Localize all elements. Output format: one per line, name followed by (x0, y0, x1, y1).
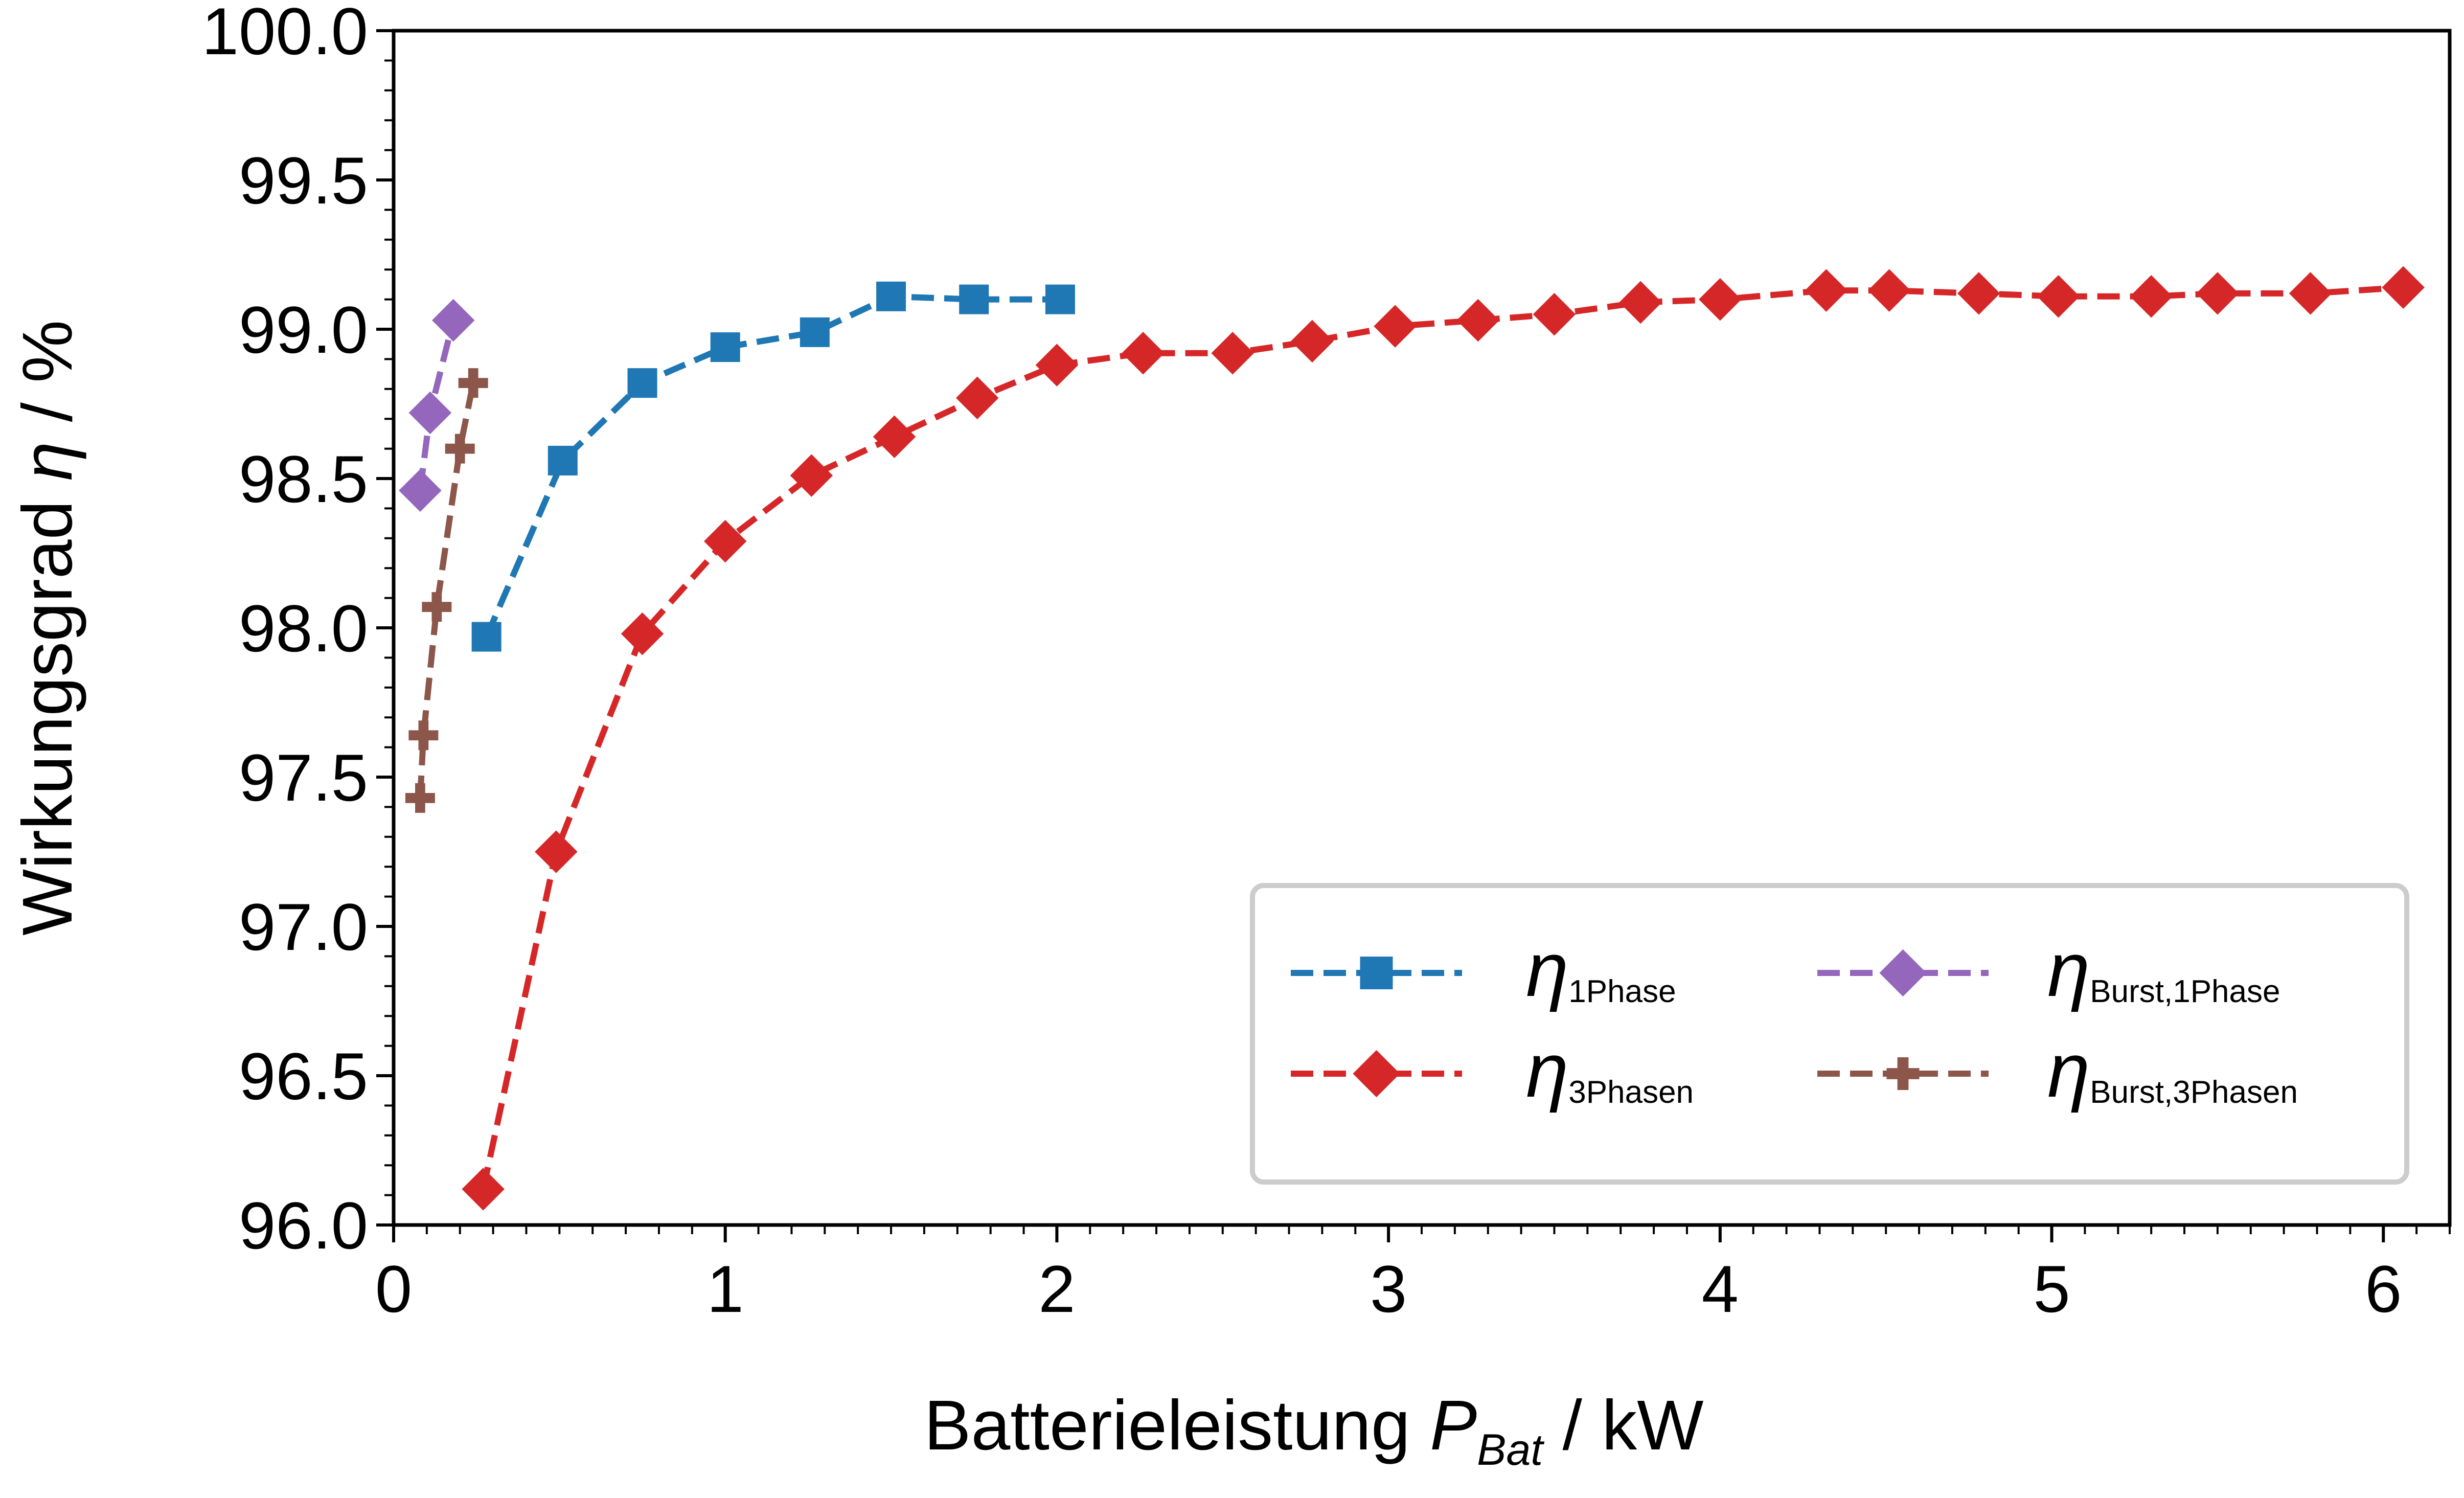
x-tick-label: 2 (1038, 1252, 1075, 1326)
legend-entry-burst-3phasen: ηBurst,3Phasen (1817, 1027, 2298, 1113)
data-point (959, 284, 989, 314)
data-point (2382, 266, 2425, 309)
series-layer (399, 266, 2425, 1211)
data-point (535, 830, 578, 873)
y-tick-label: 97.0 (239, 890, 368, 964)
legend-label: η1Phase (1526, 926, 1676, 1012)
legend-entries: η1Phase η3Phasen ηBurst,1Phase ηBurst,3Phas… (1291, 926, 2298, 1113)
y-tick-label: 99.5 (239, 143, 368, 218)
x-tick-label: 1 (707, 1252, 744, 1326)
legend-frame (1250, 883, 2409, 1185)
y-axis-title: Wirkungsgrad η / % (8, 320, 87, 936)
data-point (1699, 278, 1742, 321)
y-tick-label: 98.0 (239, 591, 368, 666)
legend-label: ηBurst,3Phasen (2047, 1027, 2298, 1113)
legend-label: ηBurst,1Phase (2047, 926, 2280, 1012)
data-point (1533, 293, 1576, 336)
legend-label: η3Phasen (1526, 1027, 1694, 1113)
series-line (417, 382, 476, 799)
data-point (462, 1168, 505, 1211)
y-tick-label: 99.0 (239, 292, 368, 367)
data-point (2130, 275, 2173, 318)
data-point (399, 469, 442, 512)
data-point (955, 376, 999, 420)
data-point (1456, 299, 1500, 342)
data-point (432, 299, 475, 342)
data-point (1122, 331, 1165, 375)
data-point (1805, 269, 1848, 312)
x-tick-label: 4 (1702, 1252, 1739, 1326)
y-tick-label: 97.5 (239, 740, 368, 815)
legend: η1Phase η3Phasen ηBurst,1Phase ηBurst,3Phas… (1250, 883, 2409, 1185)
data-point (422, 592, 452, 622)
data-point (627, 368, 657, 398)
data-point (408, 391, 452, 435)
legend-marker (1353, 1050, 1400, 1098)
data-point (1045, 284, 1075, 314)
data-point (458, 368, 488, 398)
data-point (621, 612, 664, 655)
x-axis-title: Batterieleistung PBat / kW (924, 1386, 1703, 1474)
data-point (2196, 272, 2239, 315)
y-tick-label: 100.0 (202, 0, 368, 69)
y-tick-label: 96.0 (239, 1188, 368, 1263)
data-point (405, 783, 435, 813)
legend-marker (1879, 949, 1927, 997)
data-point (1374, 305, 1417, 348)
data-point (790, 454, 833, 497)
data-point (445, 434, 475, 464)
x-tick-label: 6 (2365, 1252, 2402, 1326)
data-point (1211, 331, 1254, 375)
data-point (2289, 272, 2332, 315)
legend-entry-3phasen: η3Phasen (1291, 1027, 1694, 1113)
data-point (1291, 320, 1334, 363)
legend-marker (1886, 1057, 1920, 1090)
data-point (710, 332, 740, 362)
ticks-layer: 0 1 2 3 4 5 6 96.0 96.5 97.0 97.5 98.0 98.5 99.0 99.5 1… (202, 0, 2451, 1326)
data-point (547, 445, 578, 475)
x-tick-label: 0 (375, 1252, 412, 1326)
series-burst-1phase (399, 299, 475, 512)
data-point (1957, 272, 2000, 315)
legend-marker (1360, 957, 1393, 989)
data-point (873, 415, 916, 458)
legend-entry-1phase: η1Phase (1291, 926, 1676, 1012)
data-point (703, 519, 747, 563)
legend-entry-burst-1phase: ηBurst,1Phase (1817, 926, 2280, 1012)
series-burst-3phasen (405, 368, 488, 813)
data-point (1035, 344, 1079, 387)
data-point (876, 281, 906, 311)
data-point (471, 622, 501, 652)
x-tick-label: 5 (2033, 1252, 2070, 1326)
series-3phasen (462, 266, 2425, 1211)
data-point (408, 720, 439, 751)
y-tick-label: 96.5 (239, 1039, 368, 1114)
y-tick-label: 98.5 (239, 442, 368, 516)
plot-frame (392, 29, 2452, 1227)
data-point (1619, 281, 1662, 324)
data-point (1867, 269, 1911, 312)
data-point (800, 317, 830, 347)
x-tick-label: 3 (1370, 1252, 1407, 1326)
data-point (2037, 275, 2080, 318)
series-1phase (471, 281, 1075, 652)
